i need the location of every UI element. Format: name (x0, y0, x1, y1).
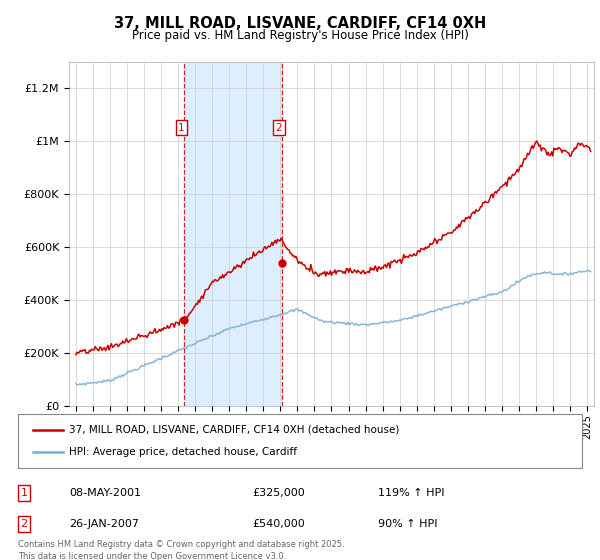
Text: 2: 2 (275, 123, 283, 133)
FancyBboxPatch shape (18, 414, 582, 468)
Bar (184, 62, 281, 406)
Text: 119% ↑ HPI: 119% ↑ HPI (378, 488, 445, 498)
Text: Contains HM Land Registry data © Crown copyright and database right 2025.
This d: Contains HM Land Registry data © Crown c… (18, 540, 344, 560)
Text: 2: 2 (20, 519, 28, 529)
Text: 37, MILL ROAD, LISVANE, CARDIFF, CF14 0XH: 37, MILL ROAD, LISVANE, CARDIFF, CF14 0X… (114, 16, 486, 31)
Text: 1: 1 (20, 488, 28, 498)
Text: Price paid vs. HM Land Registry's House Price Index (HPI): Price paid vs. HM Land Registry's House … (131, 29, 469, 42)
Text: £540,000: £540,000 (252, 519, 305, 529)
Text: 08-MAY-2001: 08-MAY-2001 (69, 488, 141, 498)
Text: 1: 1 (178, 123, 185, 133)
Text: HPI: Average price, detached house, Cardiff: HPI: Average price, detached house, Card… (69, 447, 297, 457)
Text: 90% ↑ HPI: 90% ↑ HPI (378, 519, 437, 529)
Text: 26-JAN-2007: 26-JAN-2007 (69, 519, 139, 529)
Text: 37, MILL ROAD, LISVANE, CARDIFF, CF14 0XH (detached house): 37, MILL ROAD, LISVANE, CARDIFF, CF14 0X… (69, 425, 400, 435)
Text: £325,000: £325,000 (252, 488, 305, 498)
